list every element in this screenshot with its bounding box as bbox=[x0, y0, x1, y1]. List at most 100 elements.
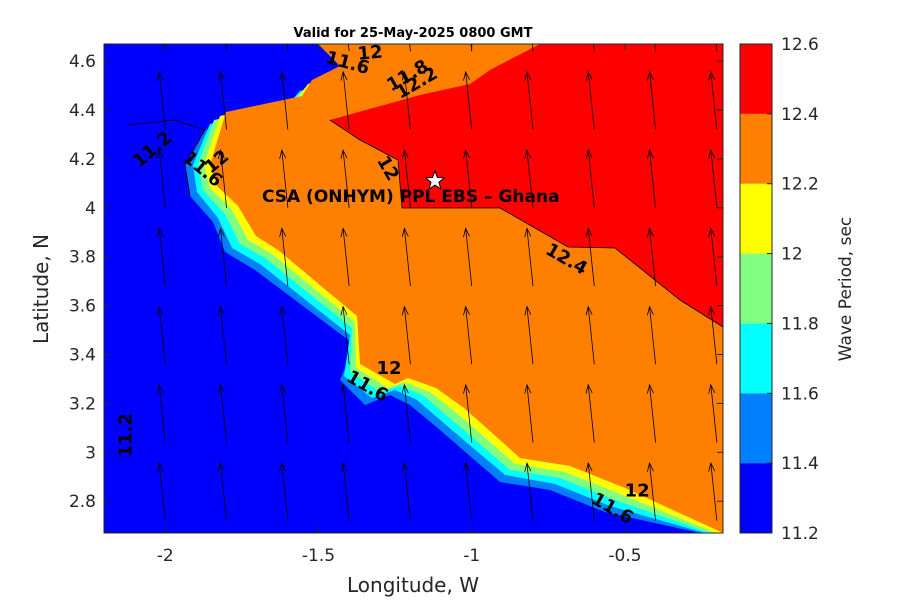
axes-frame bbox=[103, 43, 724, 534]
colorbar-segment bbox=[740, 44, 772, 114]
y-tick-label: 3.8 bbox=[69, 248, 96, 268]
y-tick-label: 3.6 bbox=[69, 297, 96, 317]
wind-arrow bbox=[156, 461, 166, 521]
colorbar-tick-label: 12.4 bbox=[781, 105, 819, 125]
contour-line-11.2 bbox=[127, 119, 206, 197]
wind-arrow bbox=[708, 461, 718, 521]
wind-arrow bbox=[585, 227, 595, 287]
location-marker: CSA (ONHYM) PPL EBS – Ghana bbox=[262, 169, 560, 207]
wind-arrow bbox=[401, 70, 411, 130]
wind-arrow bbox=[279, 148, 289, 208]
wind-arrow bbox=[524, 227, 534, 287]
wind-arrow bbox=[708, 148, 718, 208]
wind-arrow bbox=[217, 148, 227, 208]
wind-arrow bbox=[524, 70, 534, 130]
wind-arrow bbox=[646, 305, 656, 365]
x-tick-label: -0.5 bbox=[608, 546, 641, 566]
wind-arrow bbox=[340, 148, 350, 208]
wind-arrow bbox=[463, 305, 473, 365]
wind-arrow bbox=[463, 461, 473, 521]
y-axis: 2.8 3 3.2 3.4 3.6 3.8 4 4.2 4.4 4.6 bbox=[69, 52, 723, 512]
wind-arrow bbox=[524, 148, 534, 208]
contour-line-12.4 bbox=[329, 119, 723, 328]
wind-arrow bbox=[279, 383, 289, 443]
colorbar-tick-label: 11.4 bbox=[781, 454, 819, 474]
wind-arrows bbox=[156, 44, 718, 521]
wind-arrow bbox=[585, 148, 595, 208]
colorbar-segment bbox=[740, 463, 772, 533]
colorbar-segment bbox=[740, 323, 772, 394]
wind-arrow bbox=[646, 70, 656, 130]
colorbar-tick-label: 12.6 bbox=[781, 35, 819, 55]
wind-arrow bbox=[708, 383, 718, 443]
colorbar-tick-label: 11.8 bbox=[781, 314, 819, 334]
wind-arrow bbox=[401, 383, 411, 443]
wind-arrow bbox=[156, 383, 166, 443]
wind-arrow bbox=[585, 70, 595, 130]
wind-arrow bbox=[217, 461, 227, 521]
colorbar-tick-label: 12 bbox=[781, 245, 803, 265]
y-axis-label: Latitude, N bbox=[29, 234, 53, 344]
wind-arrow bbox=[463, 148, 473, 208]
wind-arrow bbox=[340, 70, 350, 130]
wind-arrow bbox=[279, 461, 289, 521]
wind-arrow bbox=[156, 70, 166, 130]
location-label: CSA (ONHYM) PPL EBS – Ghana bbox=[262, 187, 560, 207]
y-tick-label: 4.2 bbox=[69, 150, 96, 170]
wind-arrow bbox=[646, 148, 656, 208]
wind-arrow bbox=[463, 70, 473, 130]
colorbar-segment bbox=[740, 393, 772, 464]
wind-arrow bbox=[463, 227, 473, 287]
wind-arrow bbox=[279, 70, 289, 130]
wind-arrow bbox=[708, 227, 718, 287]
wind-arrow bbox=[524, 461, 534, 521]
y-tick-label: 4.6 bbox=[69, 52, 96, 72]
wind-arrow bbox=[401, 148, 411, 208]
y-tick-label: 3.2 bbox=[69, 394, 96, 414]
wind-arrow bbox=[708, 305, 718, 365]
star-icon bbox=[424, 169, 446, 191]
wind-arrow bbox=[340, 305, 350, 365]
wind-arrow bbox=[524, 383, 534, 443]
x-tick-label: -1.5 bbox=[302, 546, 335, 566]
wind-arrow bbox=[524, 305, 534, 365]
colorbar-segment bbox=[740, 183, 772, 254]
colorbar-segment bbox=[740, 253, 772, 324]
wind-arrow bbox=[401, 305, 411, 365]
colorbar: 11.2 11.4 11.6 11.8 12 12.2 12.4 12.6 bbox=[739, 35, 819, 544]
wind-arrow bbox=[217, 227, 227, 287]
wind-arrow bbox=[463, 383, 473, 443]
wind-arrow bbox=[585, 461, 595, 521]
colorbar-frame bbox=[739, 43, 773, 534]
wind-arrow bbox=[279, 305, 289, 365]
y-tick-label: 3.4 bbox=[69, 346, 96, 366]
x-tick-label: -1 bbox=[463, 546, 480, 566]
contour-label: 12 bbox=[376, 358, 401, 379]
colorbar-label: Wave Period, sec bbox=[836, 217, 856, 362]
x-tick-label: -2 bbox=[157, 546, 174, 566]
wind-arrow bbox=[585, 305, 595, 365]
x-axis: -2 -1.5 -1 -0.5 bbox=[157, 44, 642, 566]
y-tick-label: 2.8 bbox=[69, 492, 96, 512]
region-12.4 bbox=[330, 44, 723, 327]
colorbar-tick-label: 11.2 bbox=[781, 524, 819, 544]
wind-arrow bbox=[340, 227, 350, 287]
colorbar-segment bbox=[740, 113, 772, 184]
wind-arrow bbox=[646, 227, 656, 287]
wind-arrow bbox=[401, 461, 411, 521]
wind-arrow bbox=[646, 461, 656, 521]
y-tick-label: 4 bbox=[85, 199, 96, 219]
wind-arrow bbox=[646, 383, 656, 443]
wind-arrow bbox=[585, 383, 595, 443]
wind-arrow bbox=[708, 70, 718, 130]
wind-arrow bbox=[217, 305, 227, 365]
chart-title: Valid for 25-May-2025 0800 GMT bbox=[294, 26, 533, 41]
colorbar-tick-label: 11.6 bbox=[781, 384, 819, 404]
wind-arrow bbox=[217, 383, 227, 443]
wind-arrow bbox=[217, 70, 227, 130]
wind-arrow bbox=[340, 461, 350, 521]
wind-arrow bbox=[401, 227, 411, 287]
wind-arrow bbox=[156, 148, 166, 208]
